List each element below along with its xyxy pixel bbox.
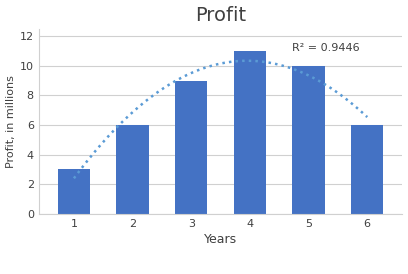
Y-axis label: Profit, in millions: Profit, in millions bbox=[6, 75, 16, 168]
Bar bbox=[234, 51, 266, 214]
X-axis label: Years: Years bbox=[204, 233, 237, 246]
Title: Profit: Profit bbox=[195, 5, 246, 25]
Poly. (Profit) bbox=[73, 175, 78, 179]
Poly. (Profit) bbox=[338, 93, 343, 97]
Poly. (Profit) bbox=[319, 81, 324, 84]
Poly. (Profit) bbox=[246, 59, 251, 62]
Poly. (Profit) bbox=[245, 59, 250, 62]
Bar bbox=[116, 125, 149, 214]
Poly. (Profit) bbox=[252, 59, 257, 62]
Bar bbox=[175, 81, 207, 214]
Bar bbox=[351, 125, 384, 214]
Text: R² = 0.9446: R² = 0.9446 bbox=[292, 43, 360, 53]
Bar bbox=[58, 169, 90, 214]
Poly. (Profit) bbox=[365, 115, 370, 119]
Line: Poly. (Profit): Poly. (Profit) bbox=[74, 61, 367, 178]
Bar bbox=[293, 66, 325, 214]
Poly. (Profit) bbox=[247, 59, 252, 62]
Poly. (Profit) bbox=[71, 177, 76, 180]
Legend: Profit, Poly. (Profit): Profit, Poly. (Profit) bbox=[133, 271, 308, 274]
